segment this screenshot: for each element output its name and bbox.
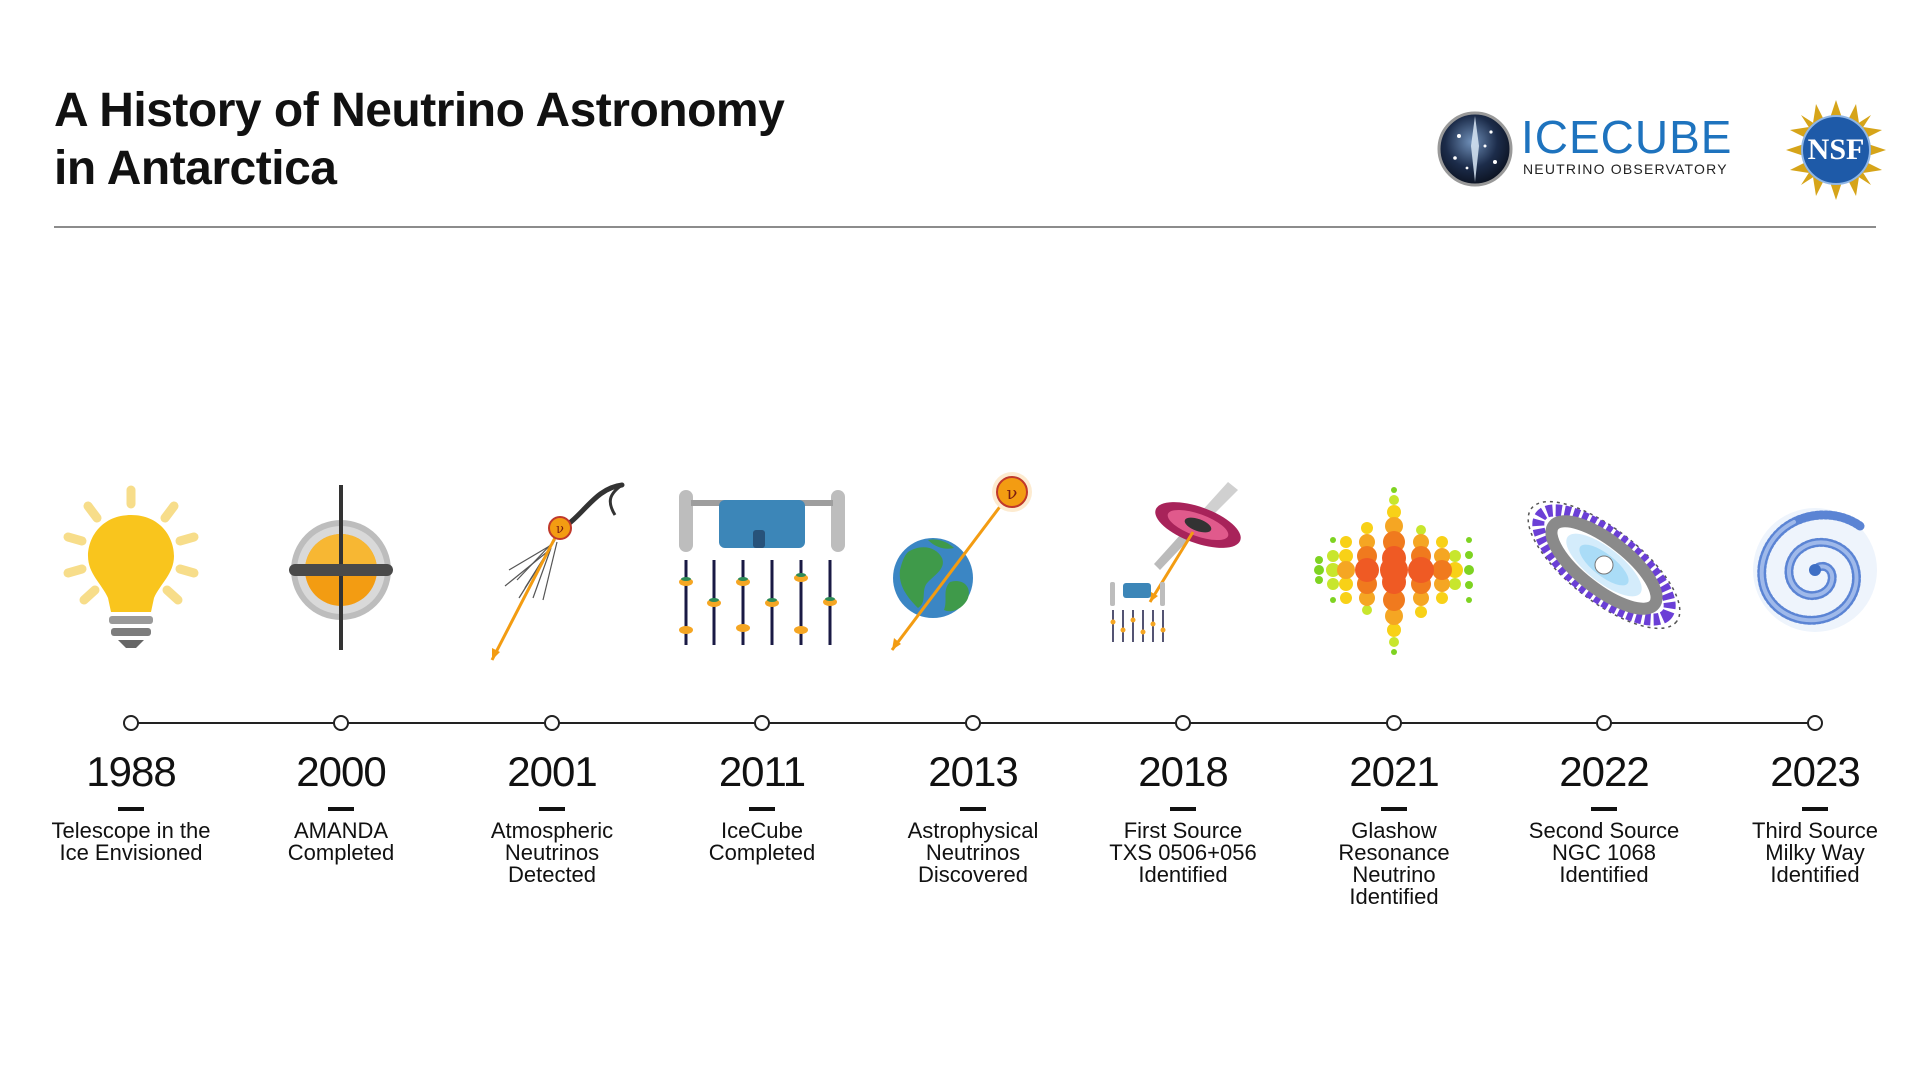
nsf-wordmark: NSF <box>1807 133 1865 166</box>
event-year: 2001 <box>507 748 597 795</box>
event-year: 2011 <box>718 748 806 795</box>
event-label-line: First Source <box>1123 818 1243 843</box>
event-label: Second Source NGC 1068 Identified <box>1499 820 1709 886</box>
event-year: 1988 <box>86 748 176 795</box>
icecube-array-icon <box>679 490 845 645</box>
timeline-marker <box>1386 715 1402 731</box>
title-line-1: A History of Neutrino Astronomy <box>54 84 785 137</box>
event-label-line: Ice Envisioned <box>59 840 203 865</box>
event-label-line: IceCube <box>721 818 803 843</box>
event-year: 2023 <box>1770 748 1860 795</box>
glashow-event-icon <box>1314 487 1474 655</box>
timeline-marker <box>544 715 560 731</box>
timeline-marker <box>754 715 770 731</box>
event-label-line: Detected <box>507 862 597 887</box>
lightbulb-icon <box>63 485 199 648</box>
event-label-line: Discovered <box>917 862 1029 887</box>
event-label-line: Neutrinos <box>504 840 600 865</box>
event-label-line: Atmospheric <box>490 818 614 843</box>
year-dash <box>328 807 354 811</box>
event-label-line: Telescope in the <box>51 818 211 843</box>
event-label-line: Neutrinos <box>925 840 1021 865</box>
timeline-marker <box>1807 715 1823 731</box>
year-dash <box>960 807 986 811</box>
event-label-line: Identified <box>1138 862 1228 887</box>
event-year: 2022 <box>1559 748 1649 795</box>
timeline-marker <box>1175 715 1191 731</box>
year-dash <box>118 807 144 811</box>
event-label: IceCube Completed <box>657 820 867 864</box>
atmospheric-shower-icon: ν <box>490 482 625 661</box>
milky-way-icon <box>1753 508 1877 632</box>
event-label-line: Completed <box>708 840 816 865</box>
event-year: 2013 <box>928 748 1018 795</box>
event-label-line: Milky Way <box>1765 840 1865 865</box>
icecube-subtitle: NEUTRINO OBSERVATORY <box>1523 161 1728 177</box>
event-year: 2021 <box>1349 748 1439 795</box>
event-year: 2000 <box>296 748 386 795</box>
event-label-line: Resonance <box>1338 840 1450 865</box>
year-dash <box>1381 807 1407 811</box>
icecube-globe-icon <box>1437 111 1513 187</box>
timeline-marker <box>965 715 981 731</box>
event-label-line: NGC 1068 <box>1552 840 1656 865</box>
seyfert-galaxy-icon <box>1527 500 1681 630</box>
event-label: Astrophysical Neutrinos Discovered <box>868 820 1078 886</box>
timeline: 1988 Telescope in the Ice Envisioned 200… <box>0 470 1920 930</box>
event-label-line: Third Source <box>1752 818 1878 843</box>
year-dash <box>539 807 565 811</box>
event-label-line: Neutrino <box>1352 862 1436 887</box>
nsf-seal-icon <box>1786 100 1886 200</box>
timeline-marker <box>123 715 139 731</box>
svg-text:ν: ν <box>556 522 564 537</box>
event-label-line: Completed <box>287 840 395 865</box>
event-label-line: Identified <box>1770 862 1860 887</box>
year-dash <box>1591 807 1617 811</box>
header-divider <box>54 226 1876 228</box>
icecube-wordmark: ICECUBE <box>1521 111 1733 163</box>
earth-neutrino-icon: ν <box>890 472 1032 651</box>
event-label-line: Identified <box>1349 884 1439 909</box>
event-label: AMANDA Completed <box>236 820 446 864</box>
event-label: Telescope in the Ice Envisioned <box>26 820 236 864</box>
event-label-line: TXS 0506+056 <box>1109 840 1257 865</box>
year-dash <box>1802 807 1828 811</box>
nsf-logo: NSF <box>1786 100 1886 200</box>
year-dash <box>1170 807 1196 811</box>
event-label-line: Second Source <box>1528 818 1680 843</box>
svg-text:ν: ν <box>1007 483 1018 504</box>
event-label-line: Identified <box>1559 862 1649 887</box>
event-year: 2018 <box>1138 748 1228 795</box>
timeline-marker <box>1596 715 1612 731</box>
event-label: First Source TXS 0506+056 Identified <box>1078 820 1288 886</box>
timeline-marker <box>333 715 349 731</box>
icecube-logo: ICECUBE NEUTRINO OBSERVATORY <box>1435 106 1745 192</box>
event-label-line: Glashow <box>1351 818 1437 843</box>
title-line-2: in Antarctica <box>54 142 337 195</box>
page-title: A History of Neutrino Astronomy in Antar… <box>54 82 785 198</box>
blazar-icon <box>1110 482 1241 642</box>
event-label: Atmospheric Neutrinos Detected <box>447 820 657 886</box>
event-label: Glashow Resonance Neutrino Identified <box>1289 820 1499 908</box>
amanda-detector-icon <box>289 485 393 650</box>
event-label-line: Astrophysical <box>907 818 1039 843</box>
event-label: Third Source Milky Way Identified <box>1710 820 1920 886</box>
event-label-line: AMANDA <box>293 818 389 843</box>
year-dash <box>749 807 775 811</box>
